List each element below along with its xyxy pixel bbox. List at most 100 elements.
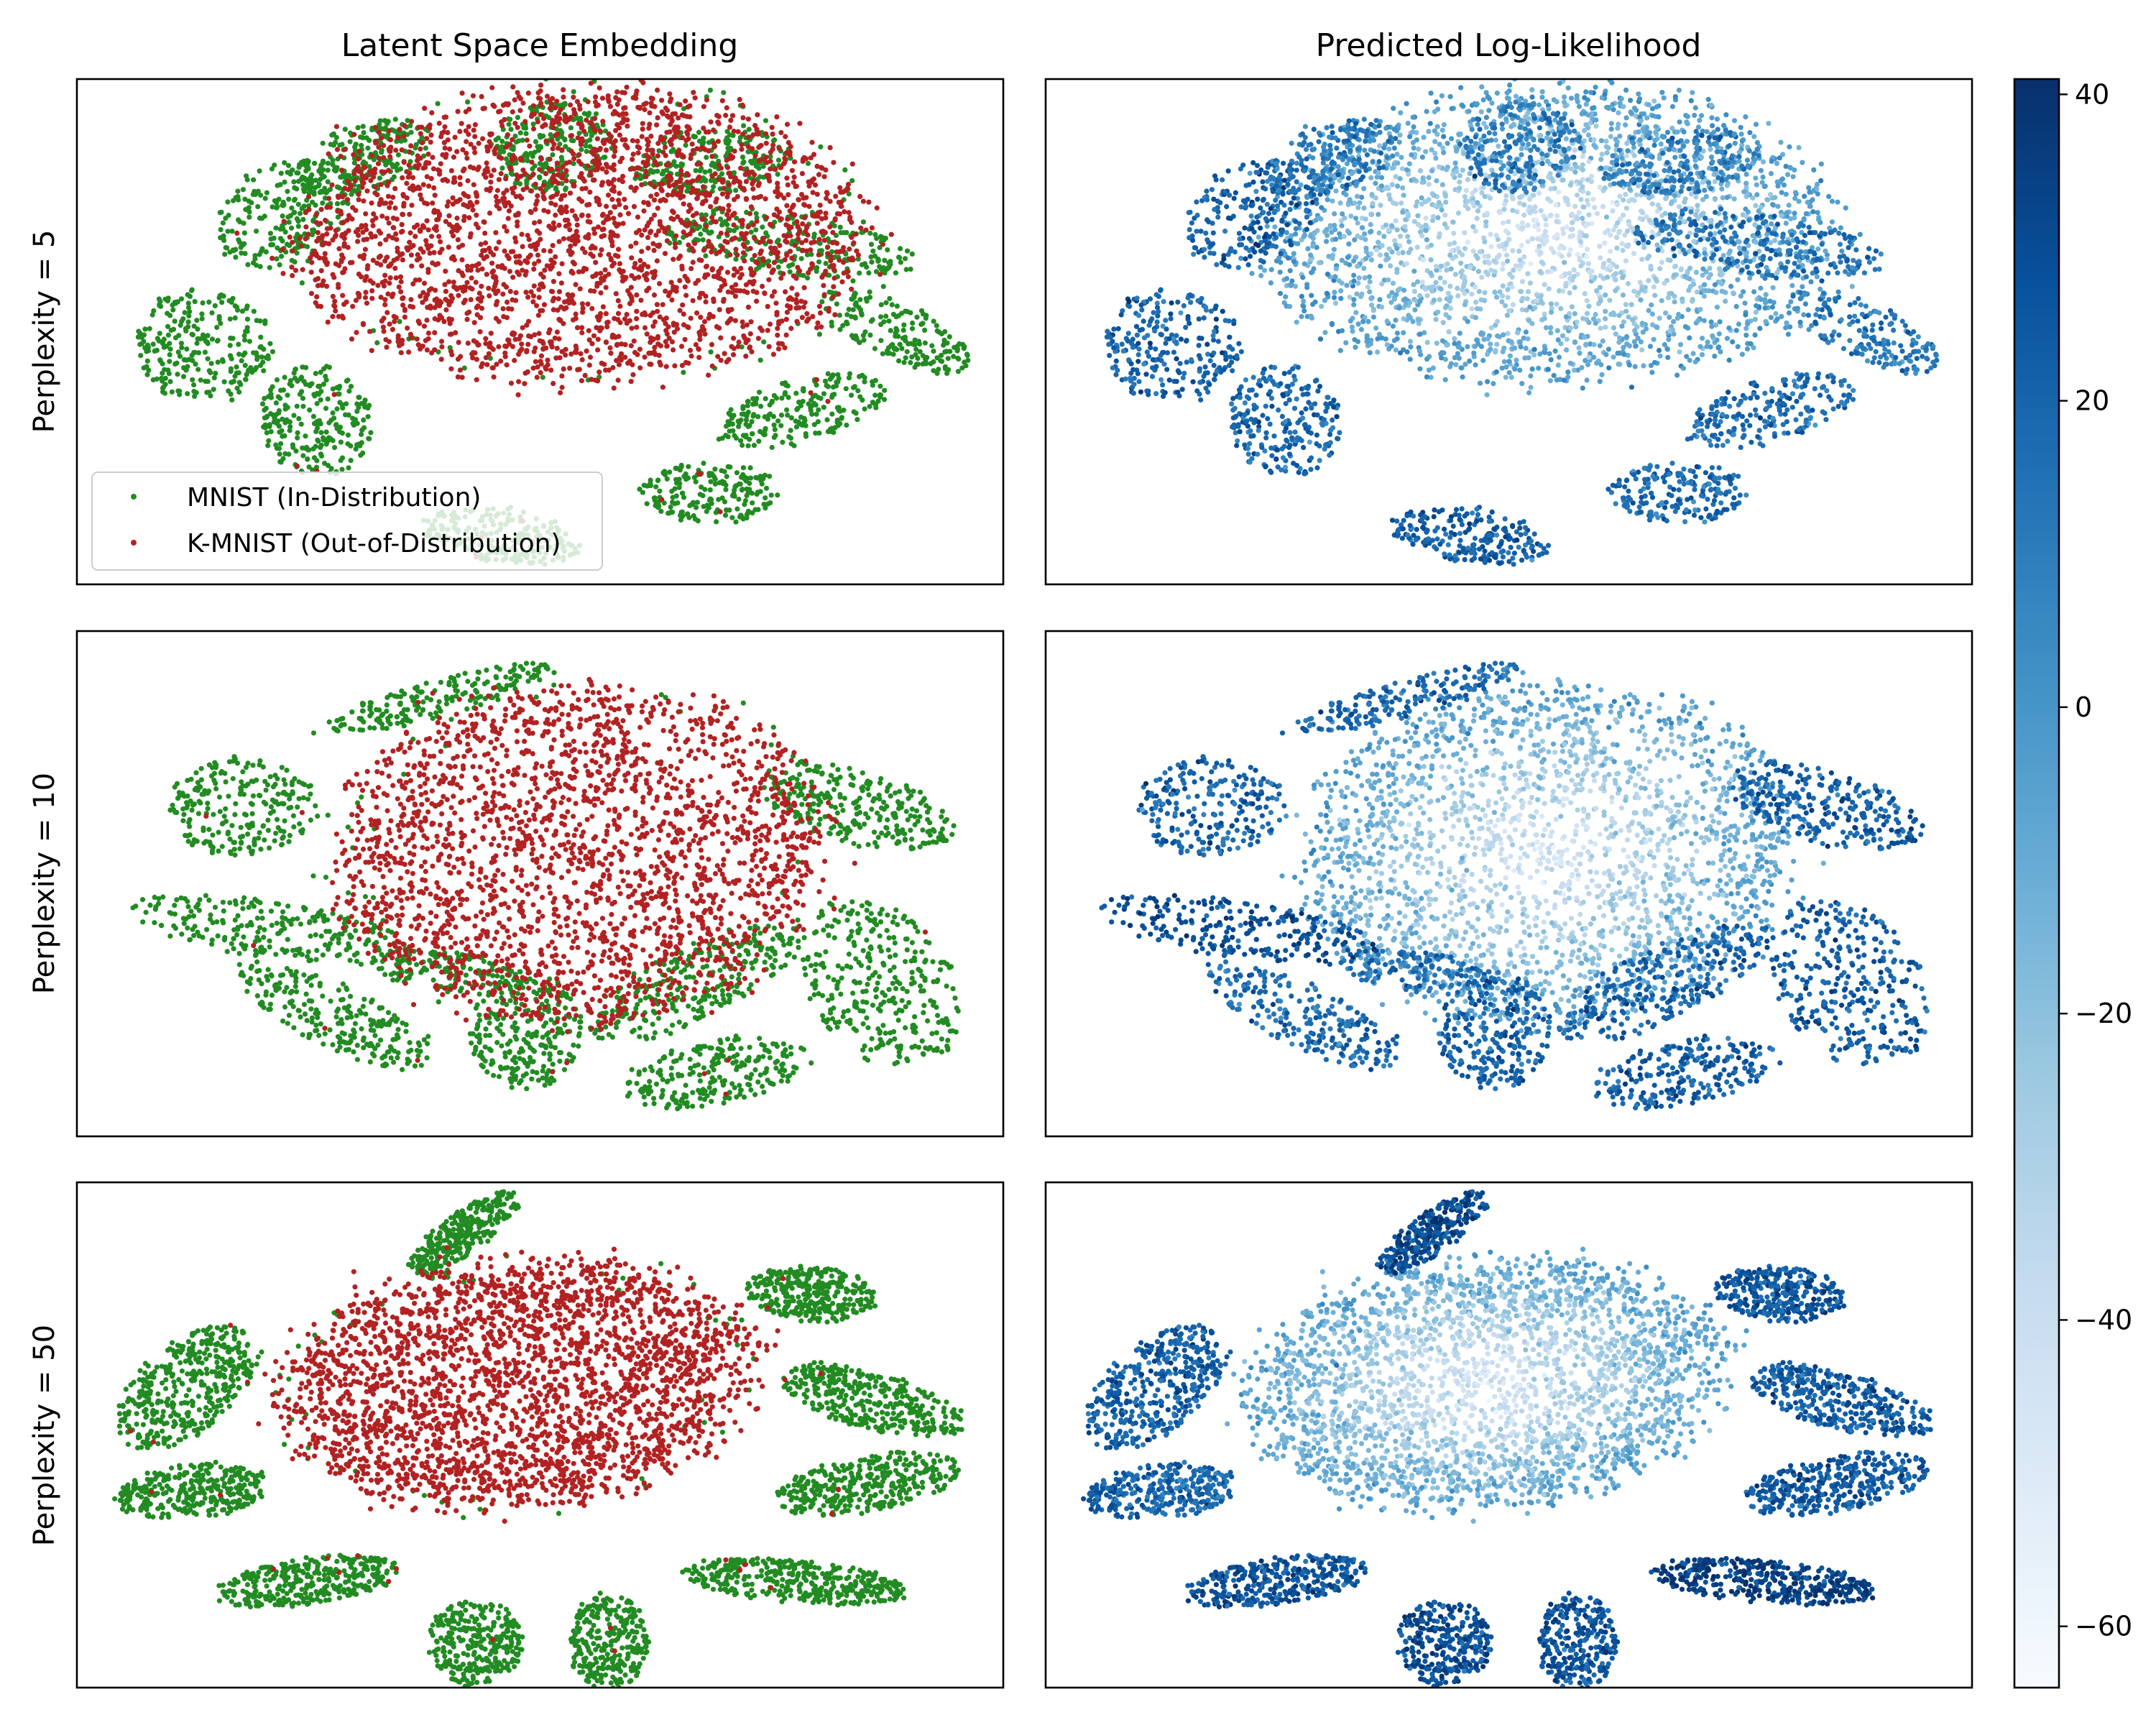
kmnist-point: [324, 231, 330, 237]
kmnist-point: [487, 340, 493, 346]
kmnist-point: [308, 290, 315, 296]
kmnist-point: [863, 227, 869, 233]
kmnist-point: [525, 294, 531, 300]
kmnist-point: [571, 94, 576, 100]
kmnist-point: [819, 324, 824, 330]
kmnist-point: [426, 288, 433, 293]
mnist-point: [587, 137, 593, 143]
kmnist-point: [755, 195, 761, 201]
mnist-point: [172, 361, 178, 367]
kmnist-point: [703, 193, 709, 198]
kmnist-point: [786, 139, 791, 145]
mnist-point: [749, 419, 755, 425]
mnist-point: [313, 202, 318, 208]
kmnist-point: [729, 307, 734, 313]
mnist-point: [824, 417, 830, 423]
mnist-point: [144, 372, 150, 377]
kmnist-point: [448, 167, 455, 174]
mnist-point: [348, 458, 354, 464]
mnist-point: [825, 384, 831, 390]
kmnist-point: [784, 121, 791, 127]
kmnist-point: [568, 133, 573, 139]
mnist-point: [179, 345, 185, 351]
mnist-point: [788, 415, 794, 421]
kmnist-point: [630, 95, 636, 101]
kmnist-point: [693, 280, 699, 286]
mnist-point: [200, 300, 206, 306]
mnist-point: [902, 256, 908, 262]
kmnist-point: [476, 140, 482, 146]
row-label-perplexity-5: Perplexity = 5: [28, 230, 61, 433]
mnist-point: [803, 433, 809, 439]
kmnist-point: [502, 116, 507, 122]
kmnist-point: [510, 275, 516, 280]
mnist-point: [392, 116, 398, 122]
mnist-point: [703, 253, 709, 259]
kmnist-point: [597, 128, 603, 134]
kmnist-point: [673, 233, 679, 239]
kmnist-point: [456, 293, 461, 298]
mnist-point: [680, 513, 686, 519]
kmnist-point: [538, 155, 544, 161]
mnist-point: [922, 327, 928, 333]
kmnist-point: [533, 181, 538, 187]
mnist-point: [178, 341, 184, 346]
kmnist-point: [624, 311, 630, 318]
mnist-point: [788, 441, 794, 447]
kmnist-point: [289, 264, 295, 270]
kmnist-point: [538, 353, 545, 359]
kmnist-point: [825, 244, 831, 250]
kmnist-point: [701, 145, 706, 152]
mnist-point: [850, 307, 856, 313]
kmnist-point: [309, 259, 315, 265]
mnist-point: [287, 428, 292, 433]
mnist-point: [811, 234, 817, 240]
mnist-point: [918, 321, 924, 327]
kmnist-point: [324, 283, 330, 289]
kmnist-point: [535, 313, 542, 318]
kmnist-point: [400, 295, 405, 301]
mnist-point: [205, 356, 211, 362]
mnist-point: [700, 493, 706, 499]
kmnist-point: [830, 240, 836, 246]
mnist-point: [181, 356, 187, 363]
kmnist-point: [406, 349, 412, 355]
mnist-point: [361, 130, 367, 136]
kmnist-point: [280, 247, 285, 252]
kmnist-point: [510, 152, 516, 158]
kmnist-point: [668, 280, 674, 285]
mnist-point: [177, 354, 183, 359]
kmnist-point: [523, 269, 529, 275]
kmnist-point: [837, 257, 842, 263]
kmnist-point: [542, 267, 548, 273]
kmnist-point: [506, 200, 512, 206]
kmnist-point: [601, 233, 607, 239]
kmnist-point: [423, 296, 429, 302]
mnist-point: [308, 174, 313, 180]
kmnist-point: [487, 132, 494, 138]
mnist-point: [141, 365, 147, 371]
kmnist-point: [775, 180, 780, 186]
kmnist-point: [628, 285, 635, 290]
kmnist-point: [487, 245, 492, 251]
kmnist-point: [704, 263, 710, 269]
kmnist-point: [387, 149, 393, 155]
mnist-point: [285, 214, 291, 220]
kmnist-point: [514, 172, 520, 178]
kmnist-point: [646, 220, 652, 226]
mnist-point: [844, 319, 849, 325]
kmnist-point: [671, 257, 676, 262]
kmnist-point: [421, 280, 428, 286]
kmnist-point: [474, 305, 479, 310]
mnist-point: [837, 313, 842, 318]
kmnist-point: [505, 101, 512, 107]
kmnist-point: [589, 149, 594, 155]
kmnist-point: [485, 147, 491, 152]
kmnist-point: [591, 116, 597, 121]
kmnist-point: [612, 204, 618, 210]
kmnist-point: [663, 364, 669, 369]
kmnist-point: [624, 321, 630, 326]
kmnist-point: [668, 96, 674, 102]
kmnist-point: [617, 261, 623, 267]
mnist-point: [198, 377, 203, 383]
